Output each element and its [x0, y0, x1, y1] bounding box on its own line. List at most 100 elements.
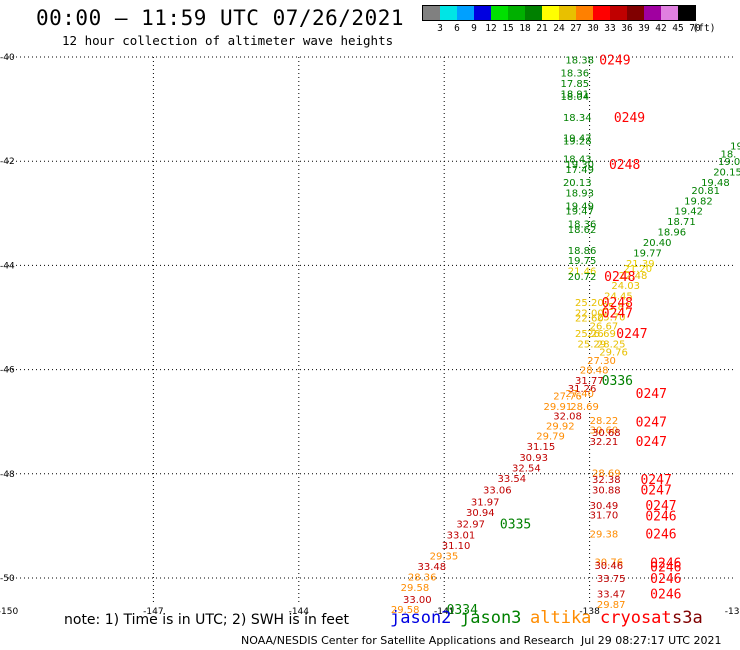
wave-height-label: 20.40	[643, 238, 672, 249]
wave-height-label: 18.96	[657, 228, 686, 239]
wave-height-label: 27.40	[565, 389, 594, 400]
color-swatch	[440, 6, 457, 20]
wave-height-label: 27.76	[553, 392, 582, 403]
wave-height-label: 22.48	[619, 271, 648, 282]
pass-time-label: 0246	[645, 528, 676, 543]
wave-height-label: 17.85	[561, 79, 590, 90]
wave-height-label: 32.54	[512, 464, 541, 475]
wave-height-label: 22.60	[575, 313, 604, 324]
lon-tick-label: -150	[0, 607, 18, 617]
wave-height-label: 32.21	[590, 437, 619, 448]
wave-height-label: 18.04	[561, 92, 590, 103]
wave-height-label: 18.86	[568, 246, 597, 257]
units-note: note: 1) Time is in UTC; 2) SWH is in fe…	[64, 612, 350, 628]
pass-time-label: 0247	[636, 416, 667, 431]
color-scale-label: 6	[454, 23, 460, 34]
wave-height-label: 33.75	[597, 574, 626, 585]
wave-height-label: 21.46	[568, 267, 597, 278]
lat-tick-label: -50	[0, 574, 15, 584]
color-swatch	[525, 6, 542, 20]
wave-height-label: 30.88	[592, 485, 621, 496]
wave-height-label: 31.10	[442, 541, 471, 552]
wave-height-label: 29.92	[546, 421, 575, 432]
wave-height-label: 18.36	[561, 69, 590, 80]
wave-height-label: 33.06	[483, 485, 512, 496]
wave-height-label: 33.01	[447, 531, 476, 542]
pass-time-label: 0246	[650, 572, 681, 587]
pass-time-label: 0247	[645, 499, 676, 514]
wave-height-label: 30.68	[592, 428, 621, 439]
wave-height-label: 29.38	[590, 530, 619, 541]
wave-height-label: 33.47	[597, 590, 626, 601]
pass-time-label: 0248	[604, 270, 635, 285]
wave-height-label: 19.30	[565, 160, 594, 171]
pass-time-label: 0247	[640, 483, 671, 498]
color-scale-label: 39	[638, 23, 650, 34]
lat-tick-label: -46	[0, 366, 15, 376]
wave-height-label: 32.97	[456, 519, 485, 530]
wave-height-label: 29.58	[401, 583, 430, 594]
color-swatch	[678, 6, 695, 20]
color-swatch	[627, 6, 644, 20]
wave-height-label: 19	[730, 142, 740, 153]
pass-time-label: 0334	[447, 603, 478, 618]
wave-height-label: 18.38	[565, 56, 594, 67]
wave-height-label: 19.77	[633, 248, 662, 259]
color-scale-label: 3	[437, 23, 443, 34]
map-title: 00:00 – 11:59 UTC 07/26/2021	[36, 6, 405, 30]
wave-height-label: 24.03	[611, 281, 640, 292]
pass-time-label: 0247	[636, 435, 667, 450]
color-swatch	[423, 6, 440, 20]
wave-height-label: 32.38	[592, 475, 621, 486]
color-scale-label: 12	[485, 23, 497, 34]
wave-height-label: 21.20	[624, 264, 653, 275]
wave-height-label: 19.49	[565, 201, 594, 212]
map-subtitle: 12 hour collection of altimeter wave hei…	[62, 33, 394, 48]
lon-tick-label: -135	[725, 607, 740, 617]
legend-jason2: jason2	[390, 608, 452, 628]
color-scale-label: 21	[536, 23, 548, 34]
wave-height-label: 28.22	[590, 416, 619, 427]
color-swatch	[457, 6, 474, 20]
color-scale-label: 70	[689, 23, 701, 34]
wave-height-label: 18.43	[563, 155, 592, 166]
color-swatch	[491, 6, 508, 20]
wave-height-label: 30.49	[590, 501, 619, 512]
pass-time-label: 0335	[500, 517, 531, 532]
color-scale-swatches	[422, 5, 696, 21]
lat-tick-label: -44	[0, 261, 15, 271]
wave-height-label: 18.93	[565, 188, 594, 199]
color-scale: 3 6 9 12 15 18 21 24 27 30 33 36 39 42 45 70 (ft)	[422, 5, 715, 35]
wave-height-label: 21.39	[626, 259, 655, 270]
wave-height-label: 28.25	[597, 340, 626, 351]
wave-height-label: 29.91	[544, 402, 573, 413]
color-swatch	[542, 6, 559, 20]
pass-time-label: 0246	[645, 509, 676, 524]
footer-timestamp: Jul 29 08:27:17 UTC 2021	[581, 634, 722, 647]
color-swatch	[593, 6, 610, 20]
wave-height-label: 30.94	[466, 508, 495, 519]
wave-height-label: 28.69	[570, 402, 599, 413]
wave-height-label: 25.87	[602, 302, 631, 313]
color-scale-label: 24	[553, 23, 565, 34]
wave-height-label: 19.42	[674, 207, 703, 218]
wave-height-label: 32.08	[553, 411, 582, 422]
wave-height-label: 19.0	[718, 157, 740, 168]
pass-time-label: 0249	[599, 54, 630, 69]
pass-time-label: 0249	[614, 111, 645, 126]
wave-height-label: 18.36	[568, 220, 597, 231]
wave-height-label: 19.48	[701, 178, 730, 189]
wave-height-label: 18.91	[561, 89, 590, 100]
wave-height-label: 18.62	[568, 225, 597, 236]
lat-tick-label: -40	[0, 53, 15, 63]
wave-height-label: 31.70	[590, 510, 619, 521]
wave-height-label: 29.79	[536, 432, 565, 443]
color-swatch	[661, 6, 678, 20]
pass-time-label: 0248	[609, 158, 640, 173]
pass-time-label: 0246	[650, 560, 681, 575]
wave-height-label: 33.54	[498, 474, 527, 485]
color-scale-label: 45	[672, 23, 684, 34]
pass-time-label: 0336	[602, 374, 633, 389]
color-scale-label: 36	[621, 23, 633, 34]
wave-height-label: 26.69	[587, 329, 616, 340]
